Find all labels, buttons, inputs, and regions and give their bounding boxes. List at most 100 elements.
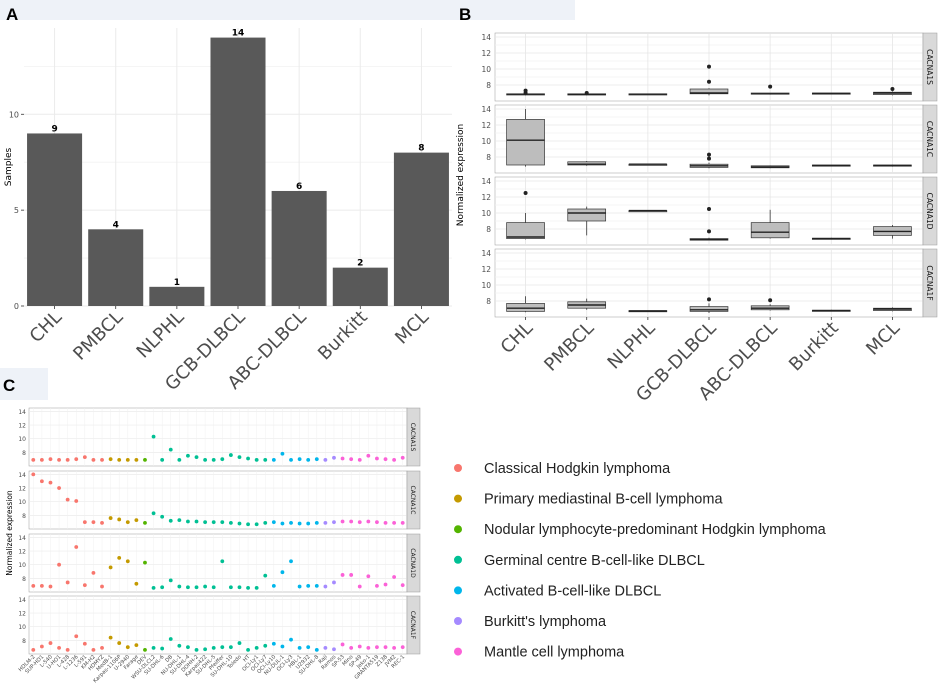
point-su-dhl-10 [228,645,233,650]
point-dohh-2 [194,455,199,460]
box-gcb-dlbcl [689,306,729,312]
point-km-h2 [91,648,96,652]
point-u2932 [306,583,311,588]
point-su-dhl-8 [314,520,319,525]
point-oci-ly7 [263,457,268,462]
point-u-2940 [125,520,130,525]
facet-strip [922,32,938,102]
point-hdmyz [100,645,104,650]
point-farage [134,581,139,586]
x-tick-label: PMBCL [69,307,127,365]
point-hdlm-2 [31,648,36,652]
point-farage [134,518,139,523]
legend-key-7 [454,647,462,656]
y-tick-label: 10 [481,65,491,74]
y-tick-label: 10 [481,281,491,290]
outlier-point [768,84,773,89]
point-km-h2 [91,570,96,575]
x-tick-label: Raji [318,654,329,665]
point-km-h2 [91,457,96,462]
point-karpas422 [203,520,208,525]
point-oci-ly1 [254,522,259,527]
y-tick-label: 14 [481,177,491,186]
point-sp-53 [340,456,345,461]
point-pfeiffer [220,559,225,564]
point-ht [246,586,250,590]
scatter-panel-c: Normalized expression 8 10 12 14 CACNA1S 8 10 12… [5,407,421,684]
legend-key-3 [454,525,462,534]
point-su-dhl-6 [160,646,165,651]
point-ht [246,456,250,461]
legend-key-6 [454,617,462,625]
point-medb-1 [108,635,113,640]
x-tick-label: Burkitt [314,307,372,365]
point-l-1236 [74,457,79,462]
y-tick-label: 12 [481,121,491,130]
point-l-591 [82,455,87,460]
point-hdlm-2 [31,457,36,462]
point-ht [246,648,250,652]
point-toledo [237,641,242,645]
point-rec-1 [400,583,405,588]
point-medb-1 [108,565,113,570]
point-wsu-dlcl2 [151,645,156,650]
point-su-dhl-6 [160,514,165,519]
point-jvm2 [392,520,397,525]
legend-label-5: Activated B-cell-like DLBCL [484,583,661,599]
point-oci-ly1 [254,586,259,590]
outlier-point [523,88,528,93]
point-dohh-2 [194,648,199,652]
bar-pmbcl [88,229,144,306]
point-karpas422 [203,457,208,462]
point-karpas422 [203,584,208,589]
point-nu-dhl-1 [177,457,182,462]
panel-a-header-band [0,0,575,20]
point-nu-dhl-1 [177,518,182,523]
point-su-dhl-5 [211,585,216,590]
y-tick-label: 8 [486,297,491,306]
facet-strip [406,470,421,530]
box-gcb-dlbcl [689,88,729,95]
outlier-point [707,152,711,157]
y-tick-label: 14 [481,249,491,258]
point-db [168,578,173,583]
outlier-point [707,156,711,161]
x-tick-label: Burkitt [785,318,843,376]
point-wsu-dlcl2 [151,586,156,590]
point-rec-1 [400,645,405,650]
x-tick-label: CHL [26,307,66,347]
point-hbl-1 [297,521,302,526]
y-tick-label: 8 [486,225,491,234]
x-tick-label: MCL [862,318,904,360]
point-ramos [332,580,336,585]
point-jvm2 [392,575,397,579]
point-z138 [383,645,388,650]
point-dev [143,457,147,462]
panel-letter-c: C [3,376,15,395]
facet-label-cacna1s: CACNA1S [925,49,934,85]
point-hdmyz [100,584,104,589]
point-su-dhl-6 [160,457,165,462]
box-chl [506,303,545,312]
y-tick-label: 10 [18,436,26,443]
outlier-point [707,297,711,302]
point-oci-ly3 [289,520,293,525]
outlier-point [523,191,528,195]
point-km-h2 [91,520,96,525]
point-oci-ly10 [271,457,276,462]
x-tick-label: DB [164,654,174,664]
point-sp-53 [340,573,345,577]
point-hbl-1 [297,457,302,462]
facet-label-cacna1f: CACNA1F [409,611,416,640]
y-tick-label: 10 [9,110,19,119]
facet-label-cacna1d: CACNA1D [409,548,416,578]
point-sup-hd1 [39,457,44,462]
y-tick-label: 10 [481,209,491,218]
point-raji [323,584,328,589]
point-su-dhl-10 [228,520,233,525]
y-axis-title: Samples [4,147,14,186]
point-ramos [332,520,336,525]
legend-key-4 [454,555,462,564]
facet-strip [922,104,938,174]
point-l-540 [48,584,53,589]
